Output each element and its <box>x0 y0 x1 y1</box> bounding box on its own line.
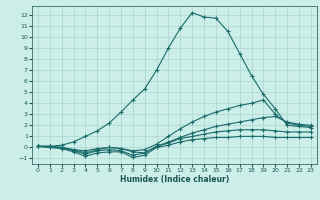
X-axis label: Humidex (Indice chaleur): Humidex (Indice chaleur) <box>120 175 229 184</box>
